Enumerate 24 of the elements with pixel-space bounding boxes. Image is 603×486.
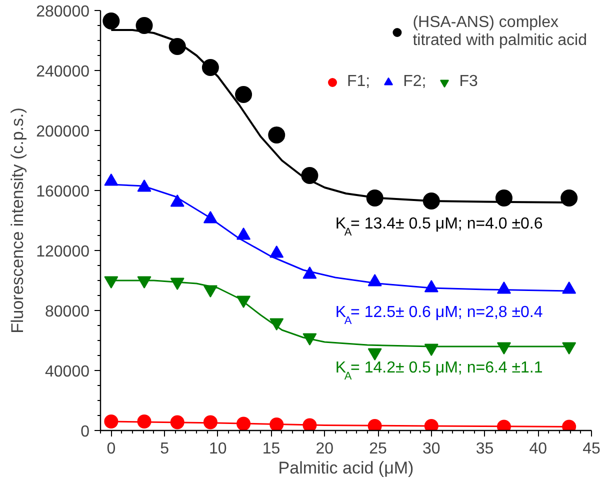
legend-label: F1; <box>347 73 370 91</box>
x-tick-label: 5 <box>160 440 170 458</box>
y-axis-title: Fluorescence intensity (c.p.s.) <box>8 108 28 334</box>
y-tick-label: 160000 <box>36 184 90 200</box>
y-tick-label: 40000 <box>45 364 90 380</box>
x-axis-title: Palmitic acid (μM) <box>278 458 414 478</box>
x-tick-label: 35 <box>476 440 494 458</box>
y-tick-label: 120000 <box>36 244 90 260</box>
x-tick-label: 15 <box>262 440 280 458</box>
x-tick-label: 0 <box>106 440 116 458</box>
x-tick-label: 25 <box>369 440 388 458</box>
legend-label: (HSA-ANS) complex titrated with palmitic acid <box>412 14 587 50</box>
legend-label: F3 <box>459 73 479 91</box>
x-tick-label: 40 <box>529 440 548 458</box>
legend-label: F2; <box>403 73 426 91</box>
x-tick-label: 10 <box>209 440 227 458</box>
x-tick-label: 30 <box>422 440 440 458</box>
x-tick-label: 20 <box>316 440 334 458</box>
y-tick-label: 280000 <box>36 4 90 20</box>
y-tick-label: 80000 <box>45 304 90 320</box>
y-tick-label: 0 <box>80 424 90 440</box>
x-tick-label: 45 <box>582 440 600 458</box>
y-tick-label: 200000 <box>36 124 90 140</box>
y-tick-label: 240000 <box>36 64 90 80</box>
